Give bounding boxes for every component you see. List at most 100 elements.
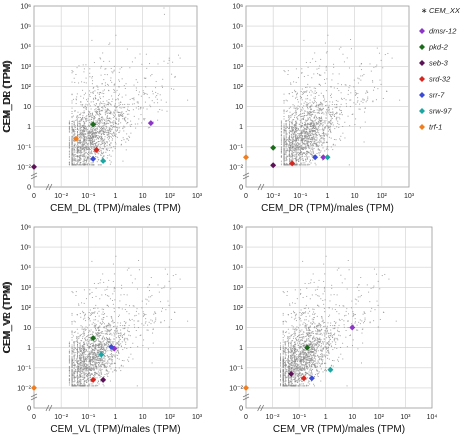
background-gene-point: [317, 144, 319, 146]
background-gene-point: [101, 139, 103, 141]
background-gene-point: [313, 92, 315, 94]
background-gene-point: [307, 142, 309, 144]
background-gene-point: [83, 133, 85, 135]
background-gene-point: [290, 82, 292, 84]
background-gene-point: [283, 125, 285, 127]
background-gene-point: [138, 320, 140, 322]
background-gene-point: [112, 280, 114, 282]
background-gene-point: [345, 103, 347, 105]
background-gene-point: [322, 124, 324, 126]
background-gene-point: [105, 122, 107, 124]
background-gene-point: [89, 143, 91, 145]
background-gene-point: [79, 156, 81, 158]
background-gene-point: [302, 162, 304, 164]
background-gene-point: [280, 149, 282, 151]
background-gene-point: [95, 114, 97, 116]
background-gene-point: [350, 99, 352, 101]
background-gene-point: [309, 128, 311, 130]
gene-point-srw-97: [100, 157, 107, 164]
background-gene-point: [353, 79, 355, 81]
background-gene-point: [104, 131, 106, 133]
background-gene-point: [108, 362, 110, 364]
background-gene-point: [112, 342, 114, 344]
background-gene-point: [108, 117, 110, 119]
background-gene-point: [116, 106, 118, 108]
background-gene-point: [310, 153, 312, 155]
x-tick-label: 0: [244, 193, 248, 200]
background-gene-point: [293, 131, 295, 133]
background-gene-point: [306, 132, 308, 134]
background-gene-point: [357, 77, 359, 79]
background-gene-point: [90, 145, 92, 147]
background-gene-point: [98, 92, 100, 94]
background-gene-point: [287, 145, 289, 147]
background-gene-point: [118, 116, 120, 118]
background-gene-point: [334, 107, 336, 109]
background-gene-point: [99, 357, 101, 359]
background-gene-point: [145, 318, 147, 320]
background-gene-point: [78, 150, 80, 152]
background-gene-point: [323, 129, 325, 131]
background-gene-point: [329, 112, 331, 114]
background-gene-point: [310, 94, 312, 96]
background-gene-point: [355, 118, 357, 120]
background-gene-point: [139, 53, 141, 55]
background-gene-point: [296, 143, 298, 145]
background-gene-point: [93, 137, 95, 139]
background-gene-point: [307, 138, 309, 140]
background-gene-point: [84, 337, 86, 339]
background-gene-point: [99, 146, 101, 148]
background-gene-point: [112, 138, 114, 140]
background-gene-point: [78, 360, 80, 362]
background-gene-point: [289, 133, 290, 135]
background-gene-point: [102, 106, 104, 108]
background-gene-point: [82, 115, 84, 117]
background-gene-point: [110, 77, 112, 79]
background-gene-point: [318, 94, 320, 96]
background-gene-point: [311, 91, 313, 93]
background-gene-point: [76, 163, 78, 165]
background-gene-point: [280, 147, 282, 149]
background-gene-point: [298, 135, 300, 137]
background-gene-point: [101, 130, 103, 132]
background-gene-point: [102, 117, 104, 119]
background-gene-point: [362, 98, 364, 100]
x-tick-label: 10²: [377, 193, 388, 200]
background-gene-point: [85, 162, 87, 164]
background-gene-point: [91, 373, 93, 375]
background-gene-point: [82, 132, 84, 134]
background-gene-point: [122, 137, 124, 139]
background-gene-point: [313, 141, 315, 143]
background-gene-point: [93, 104, 95, 106]
background-gene-point: [294, 115, 296, 117]
background-gene-point: [296, 145, 298, 147]
background-gene-point: [87, 356, 89, 358]
background-gene-point: [285, 134, 287, 136]
background-gene-point: [294, 125, 296, 127]
background-gene-point: [90, 375, 92, 377]
background-gene-point: [106, 115, 108, 117]
background-gene-point: [97, 119, 99, 121]
background-gene-point: [295, 124, 297, 126]
background-gene-point: [123, 294, 125, 296]
background-gene-point: [103, 139, 105, 141]
y-axis-label: CEM_DR (TPM): [2, 60, 13, 133]
background-gene-point: [78, 129, 80, 131]
background-gene-point: [311, 154, 313, 156]
background-gene-point: [68, 127, 70, 129]
background-gene-point: [301, 118, 303, 120]
background-gene-point: [111, 321, 113, 323]
background-gene-point: [90, 113, 92, 115]
background-gene-point: [289, 160, 291, 162]
background-gene-point: [108, 43, 110, 45]
background-gene-point: [108, 371, 110, 373]
background-gene-point: [73, 148, 75, 150]
background-gene-point: [87, 371, 89, 373]
background-gene-point: [86, 163, 88, 165]
background-gene-point: [92, 91, 94, 93]
background-gene-point: [174, 311, 176, 313]
background-gene-point: [325, 69, 327, 71]
background-gene-point: [79, 348, 81, 350]
background-gene-point: [150, 75, 152, 77]
background-gene-point: [100, 364, 102, 366]
